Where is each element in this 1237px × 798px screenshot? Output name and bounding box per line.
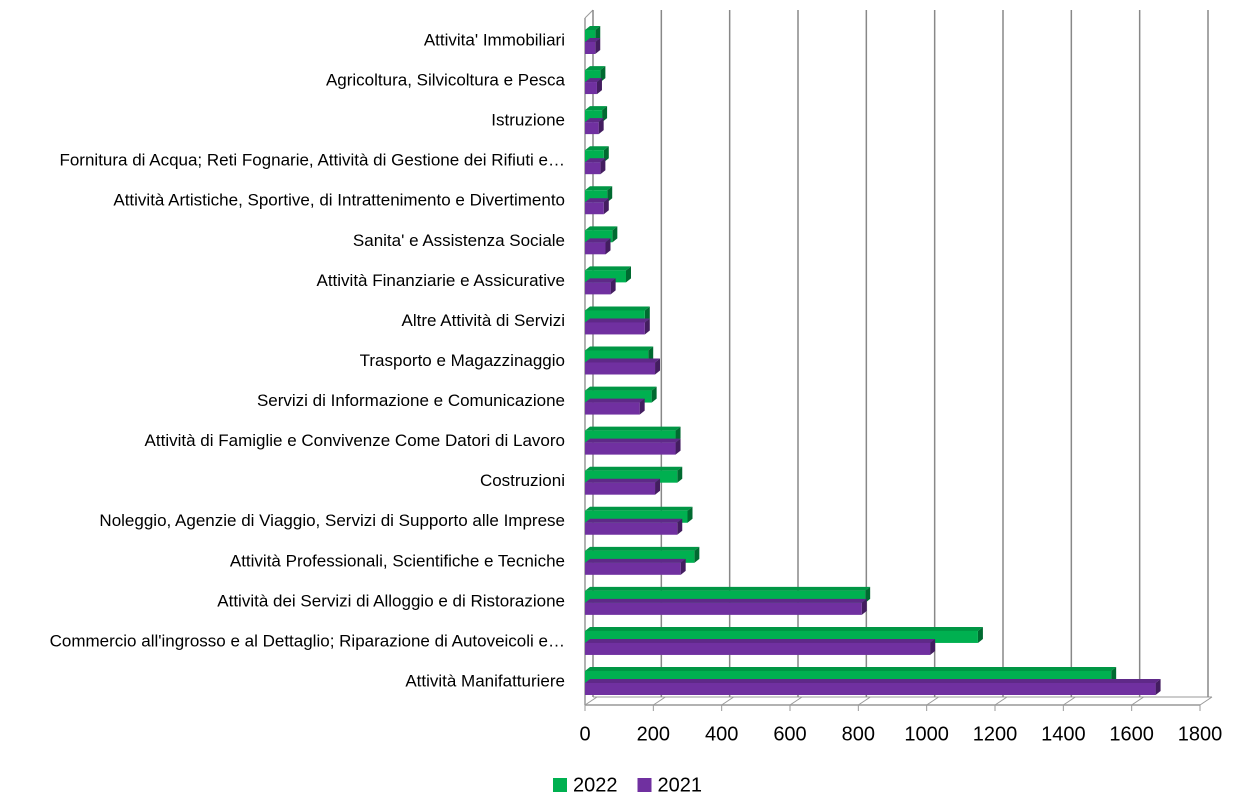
bar	[585, 638, 936, 655]
legend-label: 2022	[573, 774, 618, 796]
bar	[585, 518, 683, 535]
bar	[585, 238, 611, 255]
category-label: Attivita' Immobiliari	[424, 30, 565, 49]
x-tick-label: 600	[773, 723, 806, 745]
category-label: Attività di Famiglie e Convivenze Come D…	[145, 431, 565, 450]
category-label: Attività Finanziarie e Assicurative	[317, 271, 566, 290]
bar	[585, 318, 650, 335]
x-tick-label: 800	[842, 723, 875, 745]
floor-tick	[721, 696, 734, 706]
bar	[585, 558, 686, 575]
bar	[585, 278, 616, 295]
bar	[585, 158, 606, 175]
floor-tick	[1131, 696, 1144, 706]
floor-tick	[789, 696, 803, 706]
category-label: Commercio all'ingrosso e al Dettaglio; R…	[50, 631, 565, 650]
category-label: Fornitura di Acqua; Reti Fognarie, Attiv…	[59, 151, 565, 170]
x-tick-label: 1000	[904, 723, 949, 745]
bar	[585, 38, 601, 54]
category-label: Sanita' e Assistenza Sociale	[353, 231, 565, 250]
bar	[585, 598, 867, 615]
floor-tick	[653, 696, 666, 706]
legend-swatch	[553, 778, 567, 792]
category-label: Noleggio, Agenzie di Viaggio, Servizi di…	[99, 511, 565, 530]
legend-label: 2021	[658, 774, 703, 796]
x-tick-label: 400	[705, 723, 738, 745]
bar	[585, 78, 602, 95]
floor-tick	[858, 696, 871, 706]
category-label: Attività Manifatturiere	[405, 671, 565, 690]
x-tick-label: 1800	[1178, 723, 1223, 745]
x-tick-label: 1200	[973, 723, 1018, 745]
floor-tick	[926, 696, 939, 706]
x-tick-label: 1600	[1109, 723, 1154, 745]
bar	[585, 438, 681, 455]
category-label: Costruzioni	[480, 471, 565, 490]
bar	[585, 358, 661, 375]
floor-tick	[994, 696, 1008, 706]
bar	[585, 478, 661, 495]
category-label: Trasporto e Magazzinaggio	[360, 351, 565, 370]
category-label: Attività Professionali, Scientifiche e T…	[230, 551, 565, 570]
bar	[585, 118, 604, 135]
left-wall-top	[584, 9, 594, 19]
x-tick-label: 0	[579, 723, 590, 745]
x-tick-label: 200	[637, 723, 670, 745]
category-label: Attività Artistiche, Sportive, di Intrat…	[113, 191, 565, 210]
floor-tick	[1199, 696, 1213, 706]
x-tick-label: 1400	[1041, 723, 1086, 745]
bar	[585, 398, 645, 415]
category-label: Servizi di Informazione e Comunicazione	[257, 391, 565, 410]
bar	[585, 679, 1161, 695]
category-label: Attività dei Servizi di Alloggio e di Ri…	[217, 591, 565, 610]
floor-tick	[584, 696, 598, 706]
bar	[585, 198, 609, 215]
category-label: Altre Attività di Servizi	[402, 311, 565, 330]
floor-tick	[1063, 696, 1076, 706]
legend-swatch	[637, 778, 652, 792]
category-label: Istruzione	[491, 111, 565, 130]
category-label: Agricoltura, Silvicoltura e Pesca	[326, 71, 566, 90]
